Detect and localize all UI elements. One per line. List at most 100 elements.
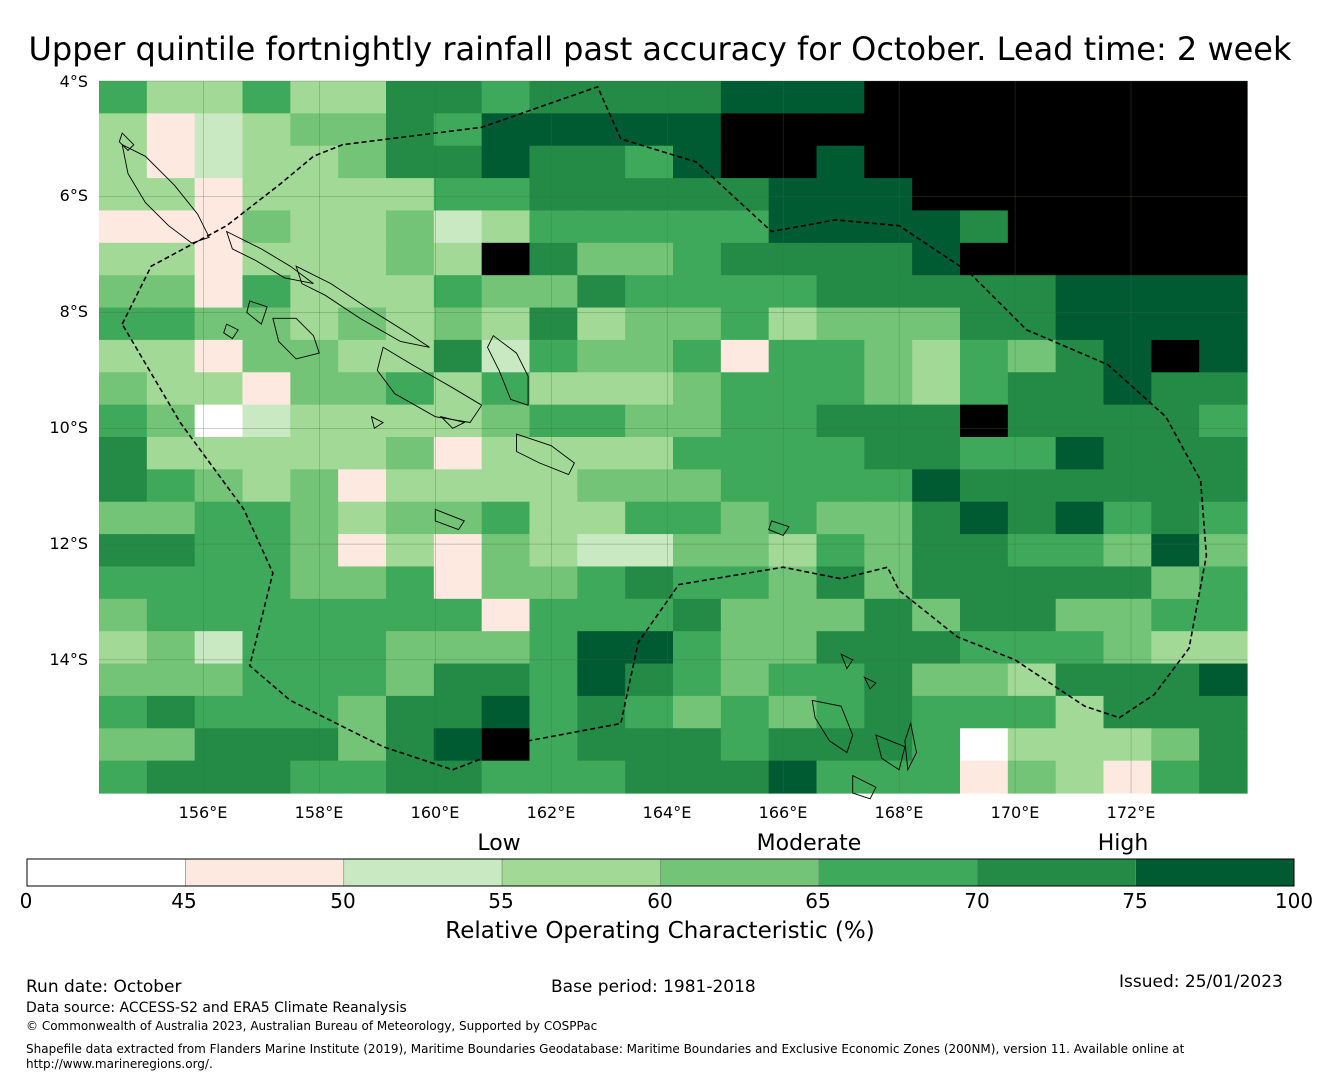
- grid-cell: [577, 663, 626, 697]
- grid-cell: [816, 242, 865, 276]
- grid-cell: [194, 728, 244, 762]
- grid-cell: [194, 275, 244, 309]
- grid-cell: [912, 404, 961, 438]
- grid-cell: [194, 598, 244, 632]
- grid-cell: [338, 534, 387, 568]
- grid-cell: [577, 339, 626, 373]
- grid-cell: [960, 404, 1009, 438]
- grid-cell: [720, 404, 770, 438]
- lat-label-14s: 14°S: [49, 650, 88, 669]
- grid-cell: [625, 339, 674, 373]
- grid-cell: [1199, 663, 1248, 697]
- grid-cell: [529, 695, 578, 729]
- grid-cell: [816, 501, 865, 535]
- grid-cell: [529, 113, 578, 147]
- grid-cell: [1151, 728, 1200, 762]
- category-moderate: Moderate: [756, 831, 862, 856]
- grid-cell: [242, 339, 291, 373]
- grid-cell: [912, 469, 961, 503]
- accuracy-grid: [99, 81, 1248, 794]
- grid-cell: [529, 598, 578, 632]
- grid-cell: [912, 113, 961, 147]
- island-outline: [434, 508, 465, 531]
- grid-cell: [242, 598, 291, 632]
- grid-cell: [1055, 178, 1105, 212]
- grid-cell: [912, 663, 961, 697]
- grid-cell: [816, 566, 865, 600]
- grid-cell: [912, 437, 961, 470]
- grid-cell: [290, 501, 339, 535]
- grid-cell: [768, 469, 818, 503]
- island-outline: [863, 676, 877, 690]
- grid-cell: [816, 81, 865, 114]
- grid-cell: [864, 275, 913, 309]
- grid-cell: [529, 210, 578, 244]
- island-outline: [768, 520, 790, 536]
- grid-cell: [625, 469, 674, 503]
- grid-cell: [625, 534, 674, 568]
- lon-label-170e: 170°E: [990, 803, 1040, 822]
- grid-cell: [1055, 307, 1105, 341]
- colorbar-tick-100: 100: [1274, 889, 1314, 913]
- grid-cell: [99, 598, 148, 632]
- grid-cell: [99, 760, 148, 794]
- grid-cell: [768, 437, 818, 470]
- grid-cell: [673, 663, 722, 697]
- grid-cell: [290, 81, 339, 114]
- grid-cell: [386, 566, 435, 600]
- grid-cell: [99, 275, 148, 309]
- grid-cell: [242, 534, 291, 568]
- grid-cell: [338, 113, 387, 147]
- grid-cell: [481, 598, 531, 632]
- grid-cell: [386, 81, 435, 114]
- grid-cell: [1151, 469, 1200, 503]
- grid-cell: [1055, 81, 1105, 114]
- grid-cell: [290, 339, 339, 373]
- grid-cell: [290, 566, 339, 600]
- grid-cell: [194, 372, 244, 406]
- grid-cell: [577, 501, 626, 535]
- grid-cell: [864, 760, 913, 794]
- issued-date: Issued: 25/01/2023: [1119, 972, 1283, 992]
- grid-cell: [1151, 275, 1200, 309]
- grid-cell: [577, 437, 626, 470]
- grid-cell: [290, 663, 339, 697]
- colorbar-bin: [501, 858, 661, 887]
- grid-cell: [481, 469, 531, 503]
- grid-cell: [720, 501, 770, 535]
- grid-cell: [242, 760, 291, 794]
- grid-cell: [242, 307, 291, 341]
- lat-label-10s: 10°S: [49, 418, 88, 437]
- grid-cell: [290, 145, 339, 179]
- colorbar-bin: [1135, 858, 1295, 887]
- map-title: Upper quintile fortnightly rainfall past…: [28, 30, 1292, 68]
- grid-cell: [338, 437, 387, 470]
- grid-cell: [99, 566, 148, 600]
- grid-cell: [960, 81, 1009, 114]
- grid-cell: [99, 663, 148, 697]
- grid-cell: [864, 598, 913, 632]
- grid-cell: [960, 307, 1009, 341]
- grid-cell: [338, 663, 387, 697]
- grid-cell: [1151, 437, 1200, 470]
- grid-cell: [577, 598, 626, 632]
- shapefile-url: http://www.marineregions.org/.: [26, 1057, 213, 1071]
- lon-label-164e: 164°E: [642, 803, 692, 822]
- grid-cell: [673, 210, 722, 244]
- grid-cell: [194, 663, 244, 697]
- grid-cell: [960, 695, 1009, 729]
- grid-cell: [529, 275, 578, 309]
- grid-cell: [864, 145, 913, 179]
- grid-cell: [99, 631, 148, 665]
- grid-cell: [433, 210, 483, 244]
- grid-cell: [386, 501, 435, 535]
- grid-cell: [1199, 372, 1248, 406]
- grid-cell: [529, 501, 578, 535]
- grid-cell: [433, 372, 483, 406]
- shapefile-credit: Shapefile data extracted from Flanders M…: [26, 1042, 1185, 1056]
- grid-cell: [768, 598, 818, 632]
- grid-cell: [1007, 372, 1057, 406]
- colorbar-frame: [26, 858, 1295, 887]
- grid-cell: [194, 631, 244, 665]
- grid-cell: [194, 339, 244, 373]
